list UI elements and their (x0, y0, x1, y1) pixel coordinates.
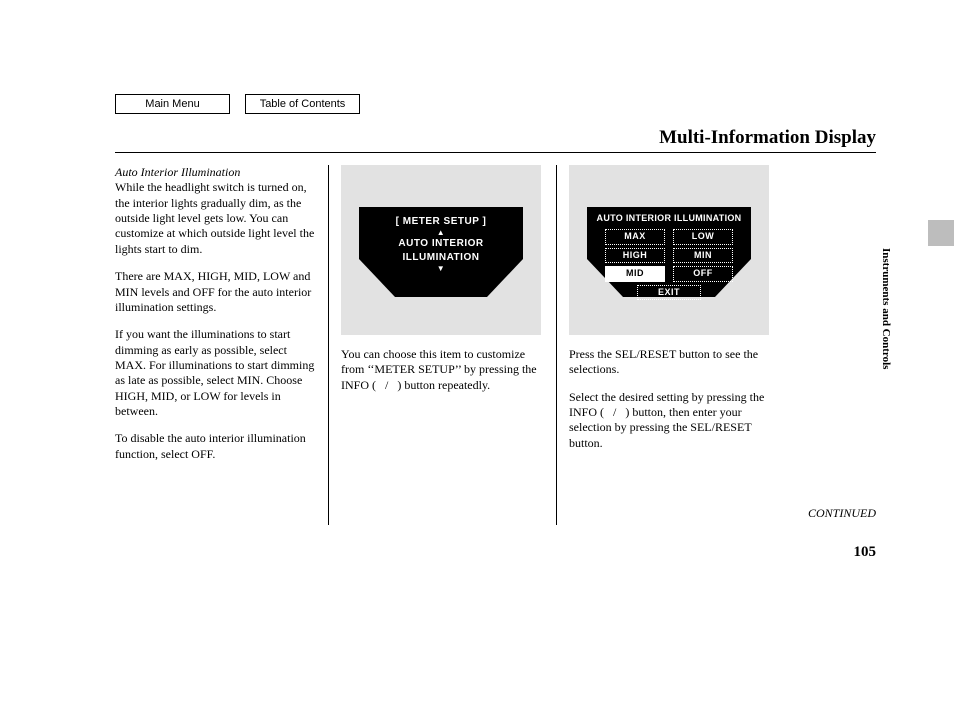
subheading: Auto Interior Illumination (115, 165, 316, 180)
up-triangle-icon: ▲ (359, 229, 523, 237)
option-high: HIGH (605, 248, 665, 264)
continued-label: CONTINUED (808, 506, 876, 521)
figure-meter-setup: [ METER SETUP ] ▲ AUTO INTERIOR ILLUMINA… (341, 165, 541, 335)
main-menu-button[interactable]: Main Menu (115, 94, 230, 114)
col3-p2: Select the desired setting by pressing t… (569, 390, 784, 451)
page-title: Multi-Information Display (659, 127, 876, 149)
section-label: Instruments and Controls (880, 248, 892, 369)
option-mid-selected: MID (605, 266, 665, 282)
col1-p4: To disable the auto interior illuminatio… (115, 431, 316, 462)
side-tab (928, 220, 954, 246)
col1-p3: If you want the illuminations to start d… (115, 327, 316, 419)
col3-p1: Press the SEL/RESET button to see the se… (569, 347, 784, 378)
column-1: Auto Interior Illumination While the hea… (115, 165, 328, 525)
col2-p1: You can choose this item to customize fr… (341, 347, 544, 393)
nav-buttons: Main Menu Table of Contents (115, 94, 360, 114)
display-line1: AUTO INTERIOR (359, 237, 523, 251)
display-header-2: AUTO INTERIOR ILLUMINATION (587, 213, 751, 225)
col1-p2: There are MAX, HIGH, MID, LOW and MIN le… (115, 269, 316, 315)
display-panel-text: [ METER SETUP ] ▲ AUTO INTERIOR ILLUMINA… (359, 215, 523, 273)
option-min: MIN (673, 248, 733, 264)
option-low: LOW (673, 229, 733, 245)
page-number: 105 (854, 544, 877, 561)
down-triangle-icon: ▼ (359, 265, 523, 273)
option-exit: EXIT (637, 285, 701, 301)
option-off: OFF (673, 266, 733, 282)
col1-p1: While the headlight switch is turned on,… (115, 180, 316, 257)
column-2: [ METER SETUP ] ▲ AUTO INTERIOR ILLUMINA… (328, 165, 556, 525)
title-rule (115, 152, 876, 153)
column-3: AUTO INTERIOR ILLUMINATION MAX LOW HIGH … (556, 165, 784, 525)
toc-button[interactable]: Table of Contents (245, 94, 360, 114)
content-columns: Auto Interior Illumination While the hea… (115, 165, 875, 525)
display-line2: ILLUMINATION (359, 251, 523, 265)
display-header: [ METER SETUP ] (359, 215, 523, 229)
options-grid: MAX LOW HIGH MIN MID OFF EXIT (605, 229, 733, 300)
option-max: MAX (605, 229, 665, 245)
figure-illumination-options: AUTO INTERIOR ILLUMINATION MAX LOW HIGH … (569, 165, 769, 335)
